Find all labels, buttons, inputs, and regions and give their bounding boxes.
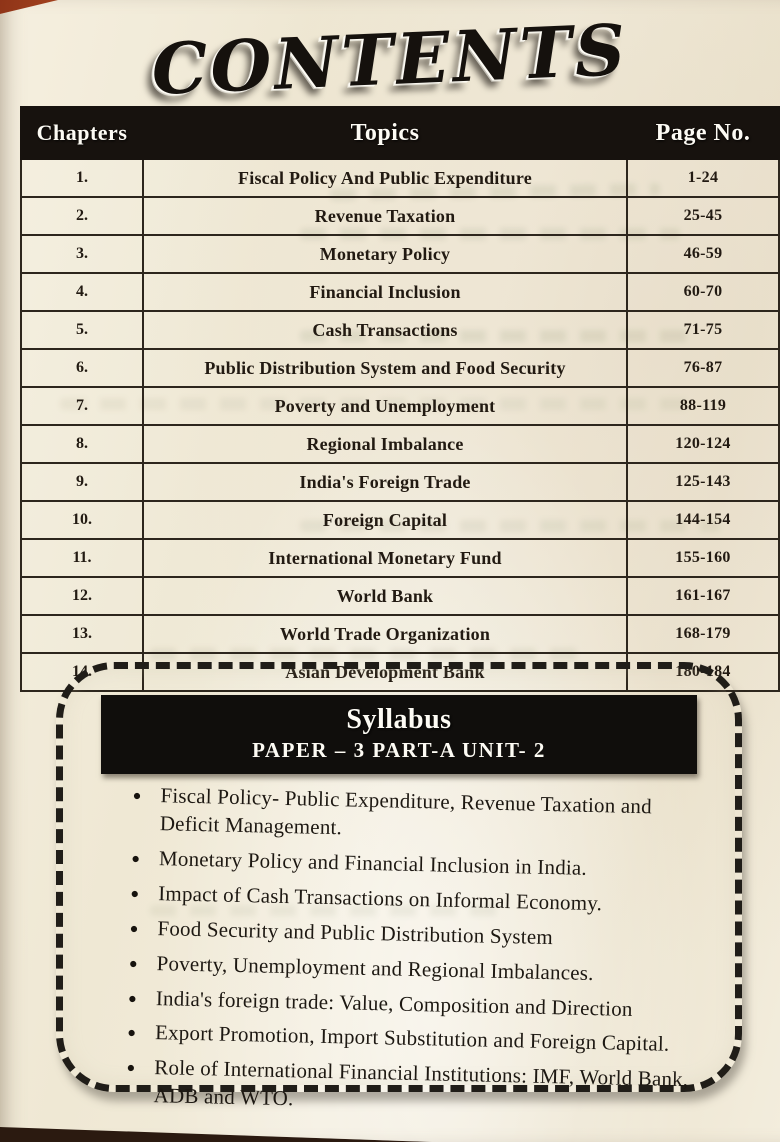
list-item: Poverty, Unemployment and Regional Imbal… <box>124 949 704 990</box>
table-row: 7. Poverty and Unemployment 88-119 <box>20 386 780 426</box>
chapter-cell: 3. <box>20 234 144 274</box>
chapter-cell: 11. <box>20 538 144 578</box>
pages-cell: 76-87 <box>626 348 780 388</box>
chapter-cell: 9. <box>20 462 144 502</box>
pages-cell: 88-119 <box>626 386 780 426</box>
topic-cell: Poverty and Unemployment <box>142 386 628 426</box>
pages-cell: 125-143 <box>626 462 780 502</box>
topic-cell: Cash Transactions <box>142 310 628 350</box>
table-row: 9. India's Foreign Trade 125-143 <box>20 462 780 502</box>
table-header-row: Chapters Topics Page No. <box>20 106 780 160</box>
chapter-cell: 6. <box>20 348 144 388</box>
pages-cell: 120-124 <box>626 424 780 464</box>
pages-cell: 46-59 <box>626 234 780 274</box>
pages-cell: 161-167 <box>626 576 780 616</box>
list-item: Food Security and Public Distribution Sy… <box>125 914 705 955</box>
list-item: Monetary Policy and Financial Inclusion … <box>127 844 707 885</box>
syllabus-subtitle: PAPER – 3 PART-A UNIT- 2 <box>252 738 546 762</box>
chapter-cell: 2. <box>20 196 144 236</box>
topic-cell: Revenue Taxation <box>142 196 628 236</box>
list-item: Fiscal Policy- Public Expenditure, Reven… <box>128 781 709 850</box>
table-row: 8. Regional Imbalance 120-124 <box>20 424 780 464</box>
table-row: 14. Asian Development Bank 180-184 <box>20 652 780 692</box>
topic-cell: Foreign Capital <box>142 500 628 540</box>
pages-cell: 144-154 <box>626 500 780 540</box>
topic-cell: India's Foreign Trade <box>142 462 628 502</box>
chapter-cell: 12. <box>20 576 144 616</box>
contents-table: Chapters Topics Page No. 1. Fiscal Policy… <box>20 106 780 692</box>
chapter-cell: 7. <box>20 386 144 426</box>
chapter-cell: 10. <box>20 500 144 540</box>
topic-cell: Regional Imbalance <box>142 424 628 464</box>
list-item: Role of International Financial Institut… <box>121 1054 702 1123</box>
syllabus-title: Syllabus <box>346 704 452 735</box>
table-row: 6. Public Distribution System and Food Se… <box>20 348 780 388</box>
syllabus-banner: Syllabus PAPER – 3 PART-A UNIT- 2 <box>101 695 697 774</box>
table-row: 2. Revenue Taxation 25-45 <box>20 196 780 236</box>
header-page-no: Page No. <box>626 106 780 160</box>
table-row: 13. World Trade Organization 168-179 <box>20 614 780 654</box>
pages-cell: 25-45 <box>626 196 780 236</box>
list-item: Impact of Cash Transactions on Informal … <box>126 879 706 920</box>
topic-cell: Fiscal Policy And Public Expenditure <box>142 158 628 198</box>
header-topics: Topics <box>142 106 628 160</box>
topic-cell: Monetary Policy <box>142 234 628 274</box>
table-row: 12. World Bank 161-167 <box>20 576 780 616</box>
page-title: CONTENTS <box>150 8 630 111</box>
topic-cell: World Bank <box>142 576 628 616</box>
chapter-cell: 4. <box>20 272 144 312</box>
table-row: 1. Fiscal Policy And Public Expenditure 1-… <box>20 158 780 198</box>
topic-cell: World Trade Organization <box>142 614 628 654</box>
table-row: 11. International Monetary Fund 155-160 <box>20 538 780 578</box>
topic-cell: Asian Development Bank <box>142 652 628 692</box>
table-row: 5. Cash Transactions 71-75 <box>20 310 780 350</box>
table-row: 3. Monetary Policy 46-59 <box>20 234 780 274</box>
chapter-cell: 13. <box>20 614 144 654</box>
topic-cell: International Monetary Fund <box>142 538 628 578</box>
pages-cell: 71-75 <box>626 310 780 350</box>
table-row: 4. Financial Inclusion 60-70 <box>20 272 780 312</box>
table-row: 10. Foreign Capital 144-154 <box>20 500 780 540</box>
chapter-cell: 1. <box>20 158 144 198</box>
syllabus-list: Fiscal Policy- Public Expenditure, Reven… <box>121 781 708 1122</box>
pages-cell: 168-179 <box>626 614 780 654</box>
pages-cell: 155-160 <box>626 538 780 578</box>
pages-cell: 60-70 <box>626 272 780 312</box>
header-chapters: Chapters <box>20 106 144 160</box>
topic-cell: Financial Inclusion <box>142 272 628 312</box>
syllabus-box: Syllabus PAPER – 3 PART-A UNIT- 2 Fiscal… <box>56 662 742 1111</box>
chapter-cell: 8. <box>20 424 144 464</box>
list-item: Export Promotion, Import Substitution an… <box>123 1019 703 1060</box>
topic-cell: Public Distribution System and Food Secu… <box>142 348 628 388</box>
list-item: India's foreign trade: Value, Compositio… <box>124 984 704 1025</box>
pages-cell: 1-24 <box>626 158 780 198</box>
chapter-cell: 5. <box>20 310 144 350</box>
